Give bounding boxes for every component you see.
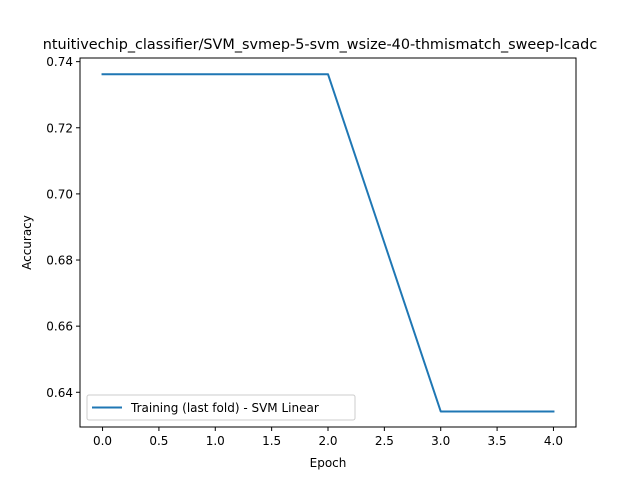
x-tick-label: 1.0 [206,434,225,448]
x-axis-label: Epoch [310,456,347,470]
y-tick-label: 0.74 [46,55,73,69]
x-tick-label: 2.5 [375,434,394,448]
y-tick-label: 0.68 [46,254,73,268]
y-tick-label: 0.70 [46,187,73,201]
y-tick-label: 0.64 [46,386,73,400]
y-axis-ticks: 0.64 0.66 0.68 0.70 0.72 0.74 [46,55,80,400]
y-axis-label: Accuracy [20,215,34,270]
legend-label: Training (last fold) - SVM Linear [130,401,319,415]
chart-title: ntuitivechip_classifier/SVM_svmep-5-svm_… [43,37,598,53]
y-tick-label: 0.72 [46,121,73,135]
series-line [101,73,555,413]
x-tick-label: 4.0 [544,434,563,448]
x-tick-label: 0.5 [149,434,168,448]
y-tick-label: 0.66 [46,320,73,334]
x-tick-label: 3.0 [431,434,450,448]
legend: Training (last fold) - SVM Linear [86,394,356,421]
x-tick-label: 2.0 [318,434,337,448]
x-tick-label: 1.5 [262,434,281,448]
legend-box [86,394,356,421]
axes-frame [79,57,577,428]
x-tick-label: 3.5 [488,434,507,448]
x-axis-ticks: 0.0 0.5 1.0 1.5 2.0 2.5 3.0 3.5 4.0 [93,427,563,448]
x-tick-label: 0.0 [93,434,112,448]
plot-area [101,73,555,413]
